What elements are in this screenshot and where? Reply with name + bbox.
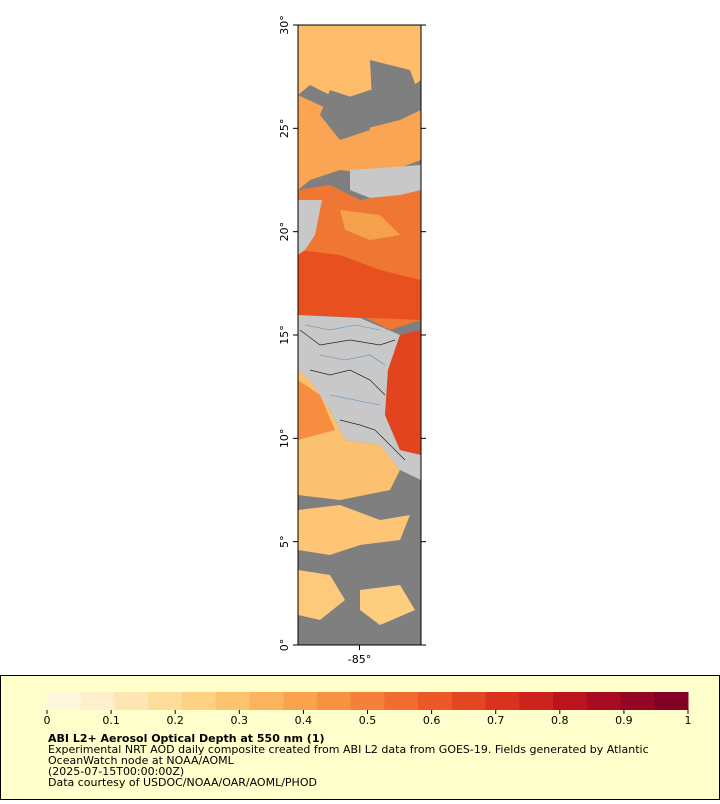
colorbar-step	[350, 692, 385, 710]
colorbar-step	[485, 692, 520, 710]
colorbar-step	[451, 692, 487, 710]
colorbar-step	[181, 692, 217, 710]
y-tick-label: 30°	[278, 15, 291, 35]
y-tick-label: 25°	[278, 119, 291, 139]
colorbar-step	[249, 692, 284, 710]
colorbar-step	[654, 692, 689, 710]
colorbar-tick-label: 0.4	[295, 714, 313, 727]
legend-line: (2025-07-15T00:00:00Z)	[48, 765, 184, 778]
y-tick-label: 0°	[278, 639, 291, 652]
colorbar-step	[316, 692, 352, 710]
colorbar-tick-label: 0.5	[359, 714, 377, 727]
colorbar-step	[553, 692, 588, 710]
colorbar-step	[586, 692, 622, 710]
colorbar-step	[620, 692, 655, 710]
colorbar-step	[384, 692, 419, 710]
legend-title: ABI L2+ Aerosol Optical Depth at 550 nm …	[48, 732, 325, 745]
colorbar-tick-label: 0.6	[423, 714, 441, 727]
colorbar-step	[80, 692, 115, 710]
colorbar-step	[418, 692, 453, 710]
y-tick-label: 15°	[278, 325, 291, 345]
colorbar-tick-label: 0.2	[166, 714, 184, 727]
y-tick-label: 5°	[278, 535, 291, 548]
colorbar-tick-label: 0.7	[487, 714, 505, 727]
colorbar-tick-label: 1	[685, 714, 692, 727]
legend-line: Data courtesy of USDOC/NOAA/OAR/AOML/PHO…	[48, 776, 317, 789]
colorbar-tick-label: 0	[44, 714, 51, 727]
colorbar-tick-label: 0.8	[551, 714, 569, 727]
colorbar-step	[283, 692, 318, 710]
y-tick-label: 20°	[278, 222, 291, 242]
colorbar-tick-label: 0.3	[231, 714, 249, 727]
colorbar-step	[47, 692, 82, 710]
colorbar-step	[519, 692, 554, 710]
legend-line: OceanWatch node at NOAA/AOML	[48, 754, 235, 767]
colorbar-step	[215, 692, 250, 710]
map-field	[298, 25, 421, 645]
colorbar-step	[148, 692, 183, 710]
colorbar-tick-label: 0.9	[615, 714, 633, 727]
x-tick-label: -85°	[348, 653, 371, 666]
legend-line: Experimental NRT AOD daily composite cre…	[48, 743, 649, 756]
colorbar-step	[114, 692, 149, 710]
colorbar-tick-label: 0.1	[102, 714, 120, 727]
y-tick-label: 10°	[278, 429, 291, 449]
